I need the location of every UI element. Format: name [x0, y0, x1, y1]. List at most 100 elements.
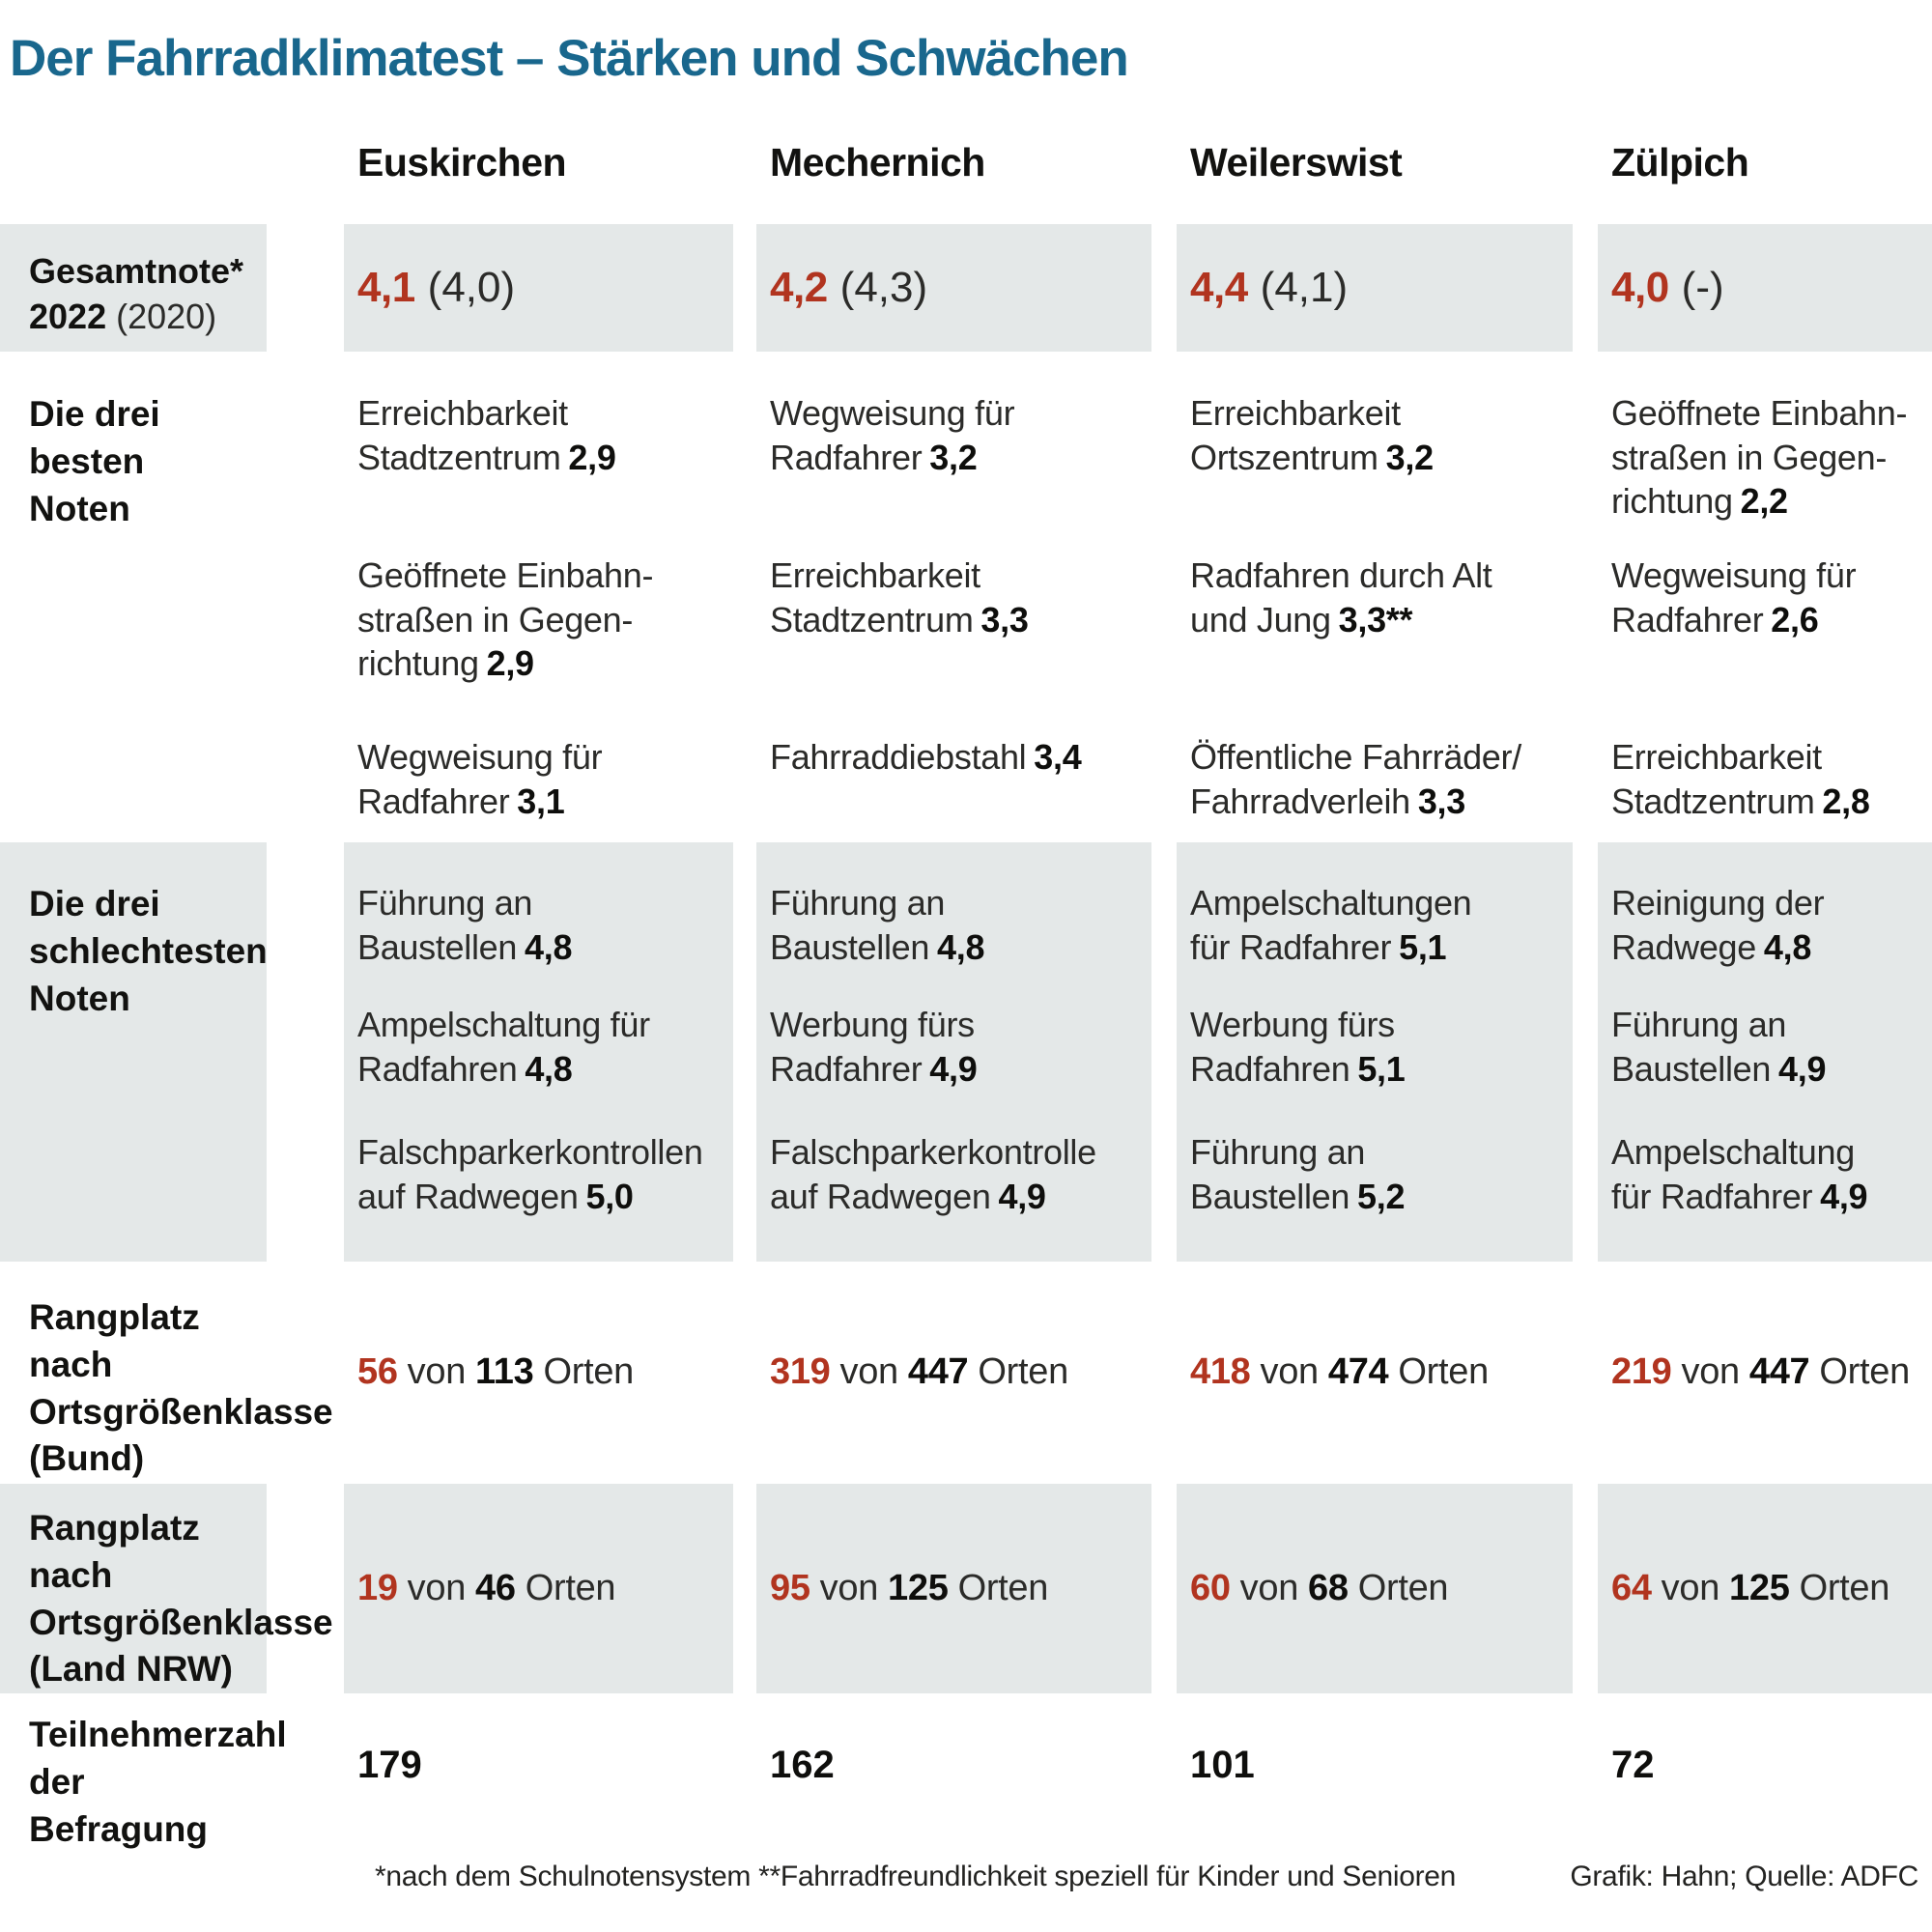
rank-word-von: von	[407, 1568, 467, 1609]
row-label-rank-nrw: Rangplatz nach Ortsgrößenklasse (Land NR…	[0, 1484, 333, 1694]
grade-item: Führung an Baustellen 5,2	[1190, 1130, 1565, 1262]
grade-item-value: 2,8	[1822, 781, 1870, 821]
grade-item-text: Reinigung der Radwege	[1611, 883, 1825, 967]
grade-item-text: Ampelschaltung für Radfahrer	[1611, 1132, 1855, 1216]
grade-item: Ampelschaltung für Radfahren 4,8	[357, 1003, 725, 1130]
row-rank-nrw: Rangplatz nach Ortsgrößenklasse (Land NR…	[0, 1484, 1932, 1694]
rank-value: 64	[1611, 1568, 1652, 1609]
rank-nrw-weilerswist: 60 von 68 Orten	[1177, 1484, 1573, 1694]
grade-item: Wegweisung für Radfahrer 2,6	[1611, 554, 1924, 735]
grade-item-value: 2,2	[1740, 481, 1788, 522]
footnote: *nach dem Schulnotensystem **Fahrradfreu…	[375, 1861, 1457, 1892]
grade-item-value: 4,9	[998, 1176, 1046, 1216]
grade-item-text: Wegweisung für Radfahrer	[1611, 555, 1857, 639]
grade-item: Geöffnete Einbahn- straßen in Gegen- ric…	[1611, 391, 1924, 554]
footer: *nach dem Schulnotensystem **Fahrradfreu…	[0, 1861, 1932, 1893]
grade-item-value: 3,3**	[1338, 599, 1413, 639]
row-label-participants: Teilnehmerzahl der Befragung	[29, 1715, 287, 1849]
grade-item: Führung an Baustellen 4,8	[770, 881, 1144, 1003]
grade-item-text: Geöffnete Einbahn- straßen in Gegen- ric…	[1611, 393, 1908, 522]
gesamtnote-mechernich: 4,2 (4,3)	[756, 224, 1151, 352]
grade-item-value: 4,9	[1820, 1176, 1868, 1216]
rank-total: 125	[888, 1568, 949, 1609]
grade-item-text: Falschparkerkontrollen auf Radwegen	[357, 1132, 703, 1216]
grade-item: Ampelschaltung für Radfahrer 4,9	[1611, 1130, 1924, 1262]
rank-word-von: von	[1260, 1351, 1320, 1393]
rank-word-von: von	[839, 1351, 899, 1393]
grade-item-text: Erreichbarkeit Ortszentrum	[1190, 393, 1401, 477]
grade-value: 4,4	[1190, 264, 1248, 311]
page-title: Der Fahrradklimatest – Stärken und Schwä…	[10, 30, 1129, 87]
gesamtnote-zuelpich: 4,0 (-)	[1598, 224, 1932, 352]
gesamtnote-weilerswist: 4,4 (4,1)	[1177, 224, 1573, 352]
column-header-zuelpich: Zülpich	[1611, 140, 1749, 185]
participants-weilerswist: 101	[1190, 1743, 1255, 1786]
rank-word-von: von	[407, 1351, 467, 1393]
grade-item: Wegweisung für Radfahrer 3,1	[357, 735, 725, 842]
gesamtnote-label: Gesamtnote*	[29, 251, 244, 291]
grade-item: Radfahren durch Alt und Jung 3,3**	[1190, 554, 1565, 735]
grade-value: 4,0	[1611, 264, 1669, 311]
rank-nrw-zuelpich: 64 von 125 Orten	[1598, 1484, 1932, 1694]
column-header-euskirchen: Euskirchen	[357, 140, 567, 185]
grade-item-value: 3,1	[517, 781, 565, 821]
grade-item-text: Ampelschaltung für Radfahren	[357, 1005, 650, 1089]
grade-value: 4,1	[357, 264, 415, 311]
gesamtnote-euskirchen: 4,1 (4,0)	[344, 224, 733, 352]
best-zuelpich: Geöffnete Einbahn- straßen in Gegen- ric…	[1598, 367, 1932, 842]
grade-item-value: 5,0	[585, 1176, 634, 1216]
rank-total: 125	[1729, 1568, 1790, 1609]
grade-previous: (-)	[1681, 264, 1724, 311]
row-label-rank-bund: Rangplatz nach Ortsgrößenklasse (Bund)	[29, 1297, 333, 1479]
rank-total: 113	[475, 1351, 534, 1393]
rank-bund-euskirchen: 56 von 113 Orten	[344, 1262, 733, 1483]
grade-item-value: 5,2	[1357, 1176, 1406, 1216]
rank-bund-weilerswist: 418 von 474 Orten	[1177, 1262, 1573, 1483]
row-label-best: Die drei besten Noten	[29, 394, 160, 528]
worst-euskirchen: Führung an Baustellen 4,8 Ampelschaltung …	[344, 842, 733, 1262]
grade-item-text: Wegweisung für Radfahrer	[770, 393, 1015, 477]
column-header-row: Euskirchen Mechernich Weilerswist Zülpic…	[0, 140, 1932, 185]
best-weilerswist: Erreichbarkeit Ortszentrum 3,2 Radfahren …	[1177, 367, 1573, 842]
grade-value: 4,2	[770, 264, 828, 311]
grade-item: Reinigung der Radwege 4,8	[1611, 881, 1924, 1003]
grade-item-text: Wegweisung für Radfahrer	[357, 737, 603, 821]
row-participants: Teilnehmerzahl der Befragung 179 162 101…	[0, 1677, 1932, 1851]
grade-item-value: 2,9	[568, 437, 616, 477]
rank-value: 95	[770, 1568, 810, 1609]
grade-item: Erreichbarkeit Ortszentrum 3,2	[1190, 391, 1565, 554]
grade-item-value: 2,9	[486, 643, 534, 684]
grade-item-value: 3,4	[1034, 737, 1082, 777]
grade-item-value: 2,6	[1771, 599, 1819, 639]
rank-value: 19	[357, 1568, 398, 1609]
rank-value: 319	[770, 1351, 831, 1393]
worst-weilerswist: Ampelschaltungen für Radfahrer 5,1 Werbun…	[1177, 842, 1573, 1262]
participants-euskirchen: 179	[357, 1743, 422, 1786]
rank-word-orten: Orten	[957, 1568, 1049, 1609]
grade-item: Werbung fürs Radfahrer 4,9	[770, 1003, 1144, 1130]
rank-total: 447	[1748, 1351, 1810, 1393]
gesamtnote-prev-year: (2020)	[116, 296, 217, 336]
grade-item: Falschparkerkontrolle auf Radwegen 4,9	[770, 1130, 1144, 1262]
grade-item-value: 4,9	[1778, 1048, 1827, 1089]
rank-word-von: von	[1239, 1568, 1299, 1609]
rank-nrw-mechernich: 95 von 125 Orten	[756, 1484, 1151, 1694]
grade-item-text: Ampelschaltungen für Radfahrer	[1190, 883, 1472, 967]
grade-item-text: Führung an Baustellen	[770, 883, 946, 967]
grade-item: Führung an Baustellen 4,8	[357, 881, 725, 1003]
rank-total: 474	[1327, 1351, 1389, 1393]
grade-item-value: 4,9	[929, 1048, 978, 1089]
grade-previous: (4,3)	[839, 264, 928, 311]
grade-item: Ampelschaltungen für Radfahrer 5,1	[1190, 881, 1565, 1003]
grade-item-value: 5,1	[1399, 926, 1447, 967]
grade-previous: (4,0)	[427, 264, 516, 311]
grade-item-value: 5,1	[1357, 1048, 1406, 1089]
column-header-weilerswist: Weilerswist	[1190, 140, 1403, 185]
rank-value: 219	[1611, 1351, 1672, 1393]
grade-item: Werbung fürs Radfahren 5,1	[1190, 1003, 1565, 1130]
rank-word-von: von	[1661, 1568, 1720, 1609]
grade-item-text: Werbung fürs Radfahren	[1190, 1005, 1395, 1089]
grade-item-value: 4,8	[525, 1048, 573, 1089]
grade-item-value: 3,2	[929, 437, 978, 477]
participants-zuelpich: 72	[1611, 1743, 1655, 1786]
